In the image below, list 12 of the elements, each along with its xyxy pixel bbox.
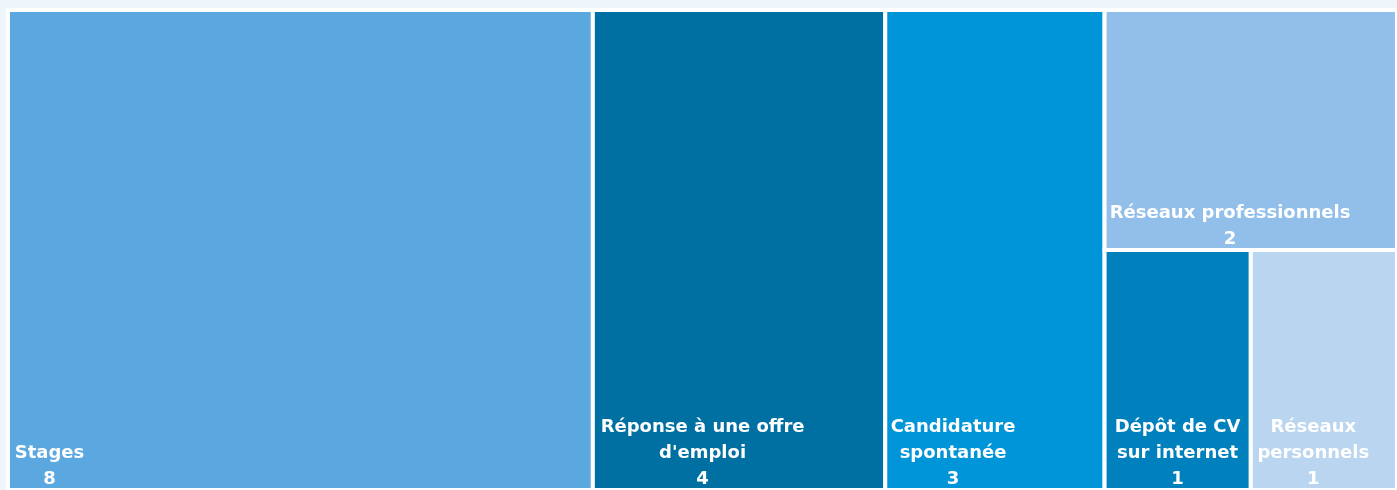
category-label: Réseaux personnels <box>1257 415 1370 462</box>
data-label: 1 <box>1171 467 1184 488</box>
data-label: 3 <box>946 467 960 488</box>
category-label: Candidature spontanée <box>890 415 1016 462</box>
category-label: Stages <box>14 441 85 462</box>
data-label: 8 <box>43 467 56 488</box>
data-label: 2 <box>1223 227 1237 248</box>
category-label: Réseaux professionnels <box>1109 201 1351 222</box>
data-label: 4 <box>696 467 709 488</box>
category-label: Réponse à une offre d'emploi <box>600 415 805 462</box>
data-label: 1 <box>1307 467 1320 488</box>
category-label: Dépôt de CV sur internet <box>1114 415 1241 462</box>
